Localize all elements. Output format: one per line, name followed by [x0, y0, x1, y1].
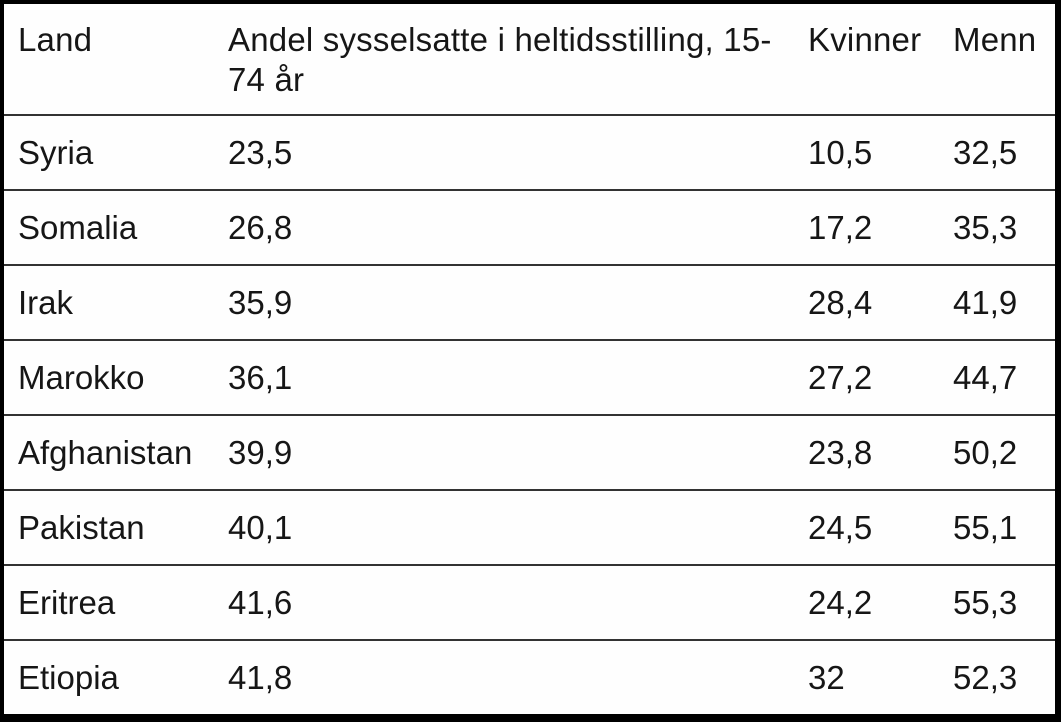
cell-andel: 23,5	[228, 134, 293, 171]
cell-andel: 40,1	[228, 509, 293, 546]
cell-land: Pakistan	[18, 509, 145, 546]
cell-land: Syria	[18, 134, 94, 171]
table-header-row: Land Andel sysselsatte i heltidsstilling…	[4, 4, 1055, 114]
cell-land: Etiopia	[18, 659, 119, 696]
cell-menn: 32,5	[953, 134, 1018, 171]
column-header-menn: Menn	[953, 21, 1037, 58]
cell-andel: 35,9	[228, 284, 293, 321]
column-header-andel-sysselsatte: Andel sysselsatte i heltidsstilling, 15-…	[228, 21, 772, 99]
cell-kvinner: 28,4	[808, 284, 873, 321]
cell-land: Somalia	[18, 209, 138, 246]
table-row: Somalia 26,8 17,2 35,3	[4, 189, 1055, 264]
table-row: Afghanistan 39,9 23,8 50,2	[4, 414, 1055, 489]
cell-andel: 36,1	[228, 359, 293, 396]
cell-menn: 55,3	[953, 584, 1018, 621]
cell-land: Eritrea	[18, 584, 116, 621]
cell-land: Irak	[18, 284, 74, 321]
table-row: Eritrea 41,6 24,2 55,3	[4, 564, 1055, 639]
table-row: Etiopia 41,8 32 52,3	[4, 639, 1055, 714]
cell-menn: 41,9	[953, 284, 1018, 321]
cell-land: Afghanistan	[18, 434, 193, 471]
cell-andel: 39,9	[228, 434, 293, 471]
cell-kvinner: 10,5	[808, 134, 873, 171]
cell-menn: 35,3	[953, 209, 1018, 246]
cell-andel: 26,8	[228, 209, 293, 246]
table-body: Syria 23,5 10,5 32,5 Somalia 26,8 17,2 3…	[4, 114, 1055, 714]
column-header-kvinner: Kvinner	[808, 21, 922, 58]
cell-land: Marokko	[18, 359, 145, 396]
cell-menn: 44,7	[953, 359, 1018, 396]
table-row: Syria 23,5 10,5 32,5	[4, 114, 1055, 189]
table-row: Marokko 36,1 27,2 44,7	[4, 339, 1055, 414]
table-row: Irak 35,9 28,4 41,9	[4, 264, 1055, 339]
cell-kvinner: 24,2	[808, 584, 873, 621]
cell-menn: 50,2	[953, 434, 1018, 471]
cell-kvinner: 24,5	[808, 509, 873, 546]
cell-andel: 41,6	[228, 584, 293, 621]
cell-kvinner: 27,2	[808, 359, 873, 396]
column-header-land: Land	[18, 21, 93, 58]
cell-kvinner: 32	[808, 659, 845, 696]
cell-kvinner: 17,2	[808, 209, 873, 246]
cell-menn: 55,1	[953, 509, 1018, 546]
cell-kvinner: 23,8	[808, 434, 873, 471]
cell-andel: 41,8	[228, 659, 293, 696]
table-row: Pakistan 40,1 24,5 55,1	[4, 489, 1055, 564]
cell-menn: 52,3	[953, 659, 1018, 696]
